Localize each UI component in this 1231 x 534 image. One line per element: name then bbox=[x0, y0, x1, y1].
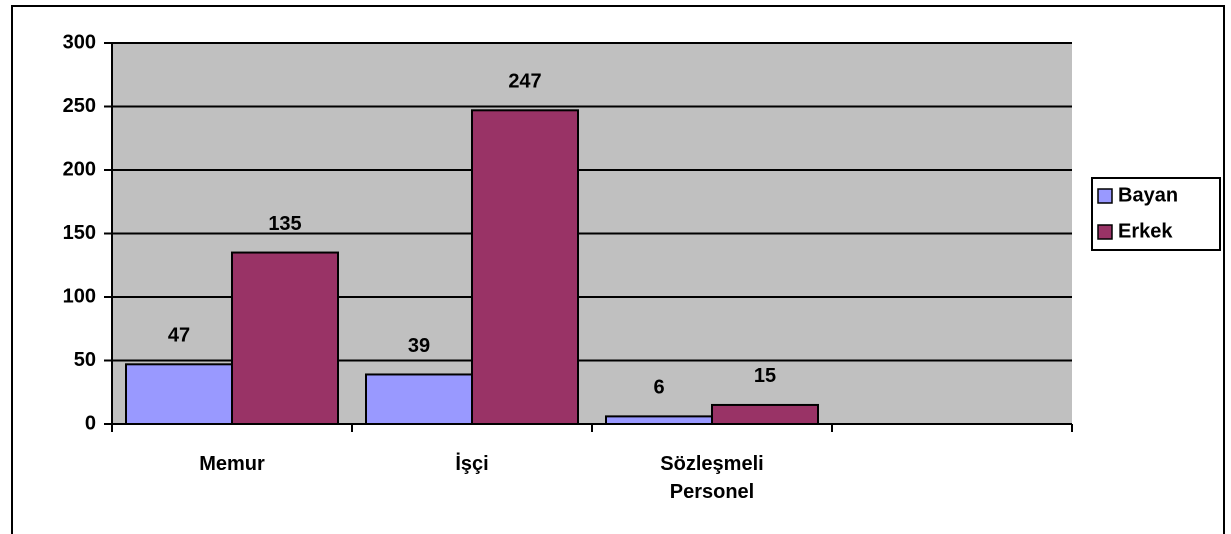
x-tick-label-box: İşçi bbox=[455, 453, 489, 475]
bar bbox=[365, 373, 473, 425]
legend-label: Bayan bbox=[1118, 184, 1178, 206]
data-label: 15 bbox=[754, 365, 776, 387]
data-label: 247 bbox=[508, 71, 541, 93]
y-tick-label: 250 bbox=[63, 95, 96, 117]
bar bbox=[471, 109, 579, 425]
bar bbox=[711, 403, 819, 426]
y-tick-label: 100 bbox=[63, 285, 96, 307]
data-label: 135 bbox=[268, 213, 301, 235]
data-label: 6 bbox=[653, 377, 664, 399]
y-tick-label: 300 bbox=[63, 31, 96, 53]
bar bbox=[605, 415, 713, 426]
legend-swatch bbox=[1097, 188, 1113, 204]
x-tick-label-box: Sözleşmeli Personel bbox=[660, 453, 764, 503]
x-tick-label: İşçi bbox=[455, 453, 489, 475]
y-tick-label: 150 bbox=[63, 222, 96, 244]
legend-label: Erkek bbox=[1118, 220, 1173, 242]
legend-box bbox=[1091, 177, 1221, 251]
bar bbox=[125, 363, 233, 425]
y-tick-label: 200 bbox=[63, 158, 96, 180]
data-label: 39 bbox=[408, 335, 430, 357]
y-tick-label: 50 bbox=[74, 349, 96, 371]
y-tick-label: 0 bbox=[85, 412, 96, 434]
x-tick-label: Sözleşmeli Personel bbox=[660, 453, 764, 503]
x-tick-label: Memur bbox=[199, 453, 265, 475]
x-tick-label-box: Memur bbox=[199, 453, 265, 475]
data-label: 47 bbox=[168, 325, 190, 347]
bar bbox=[231, 251, 339, 425]
legend-swatch bbox=[1097, 224, 1113, 240]
